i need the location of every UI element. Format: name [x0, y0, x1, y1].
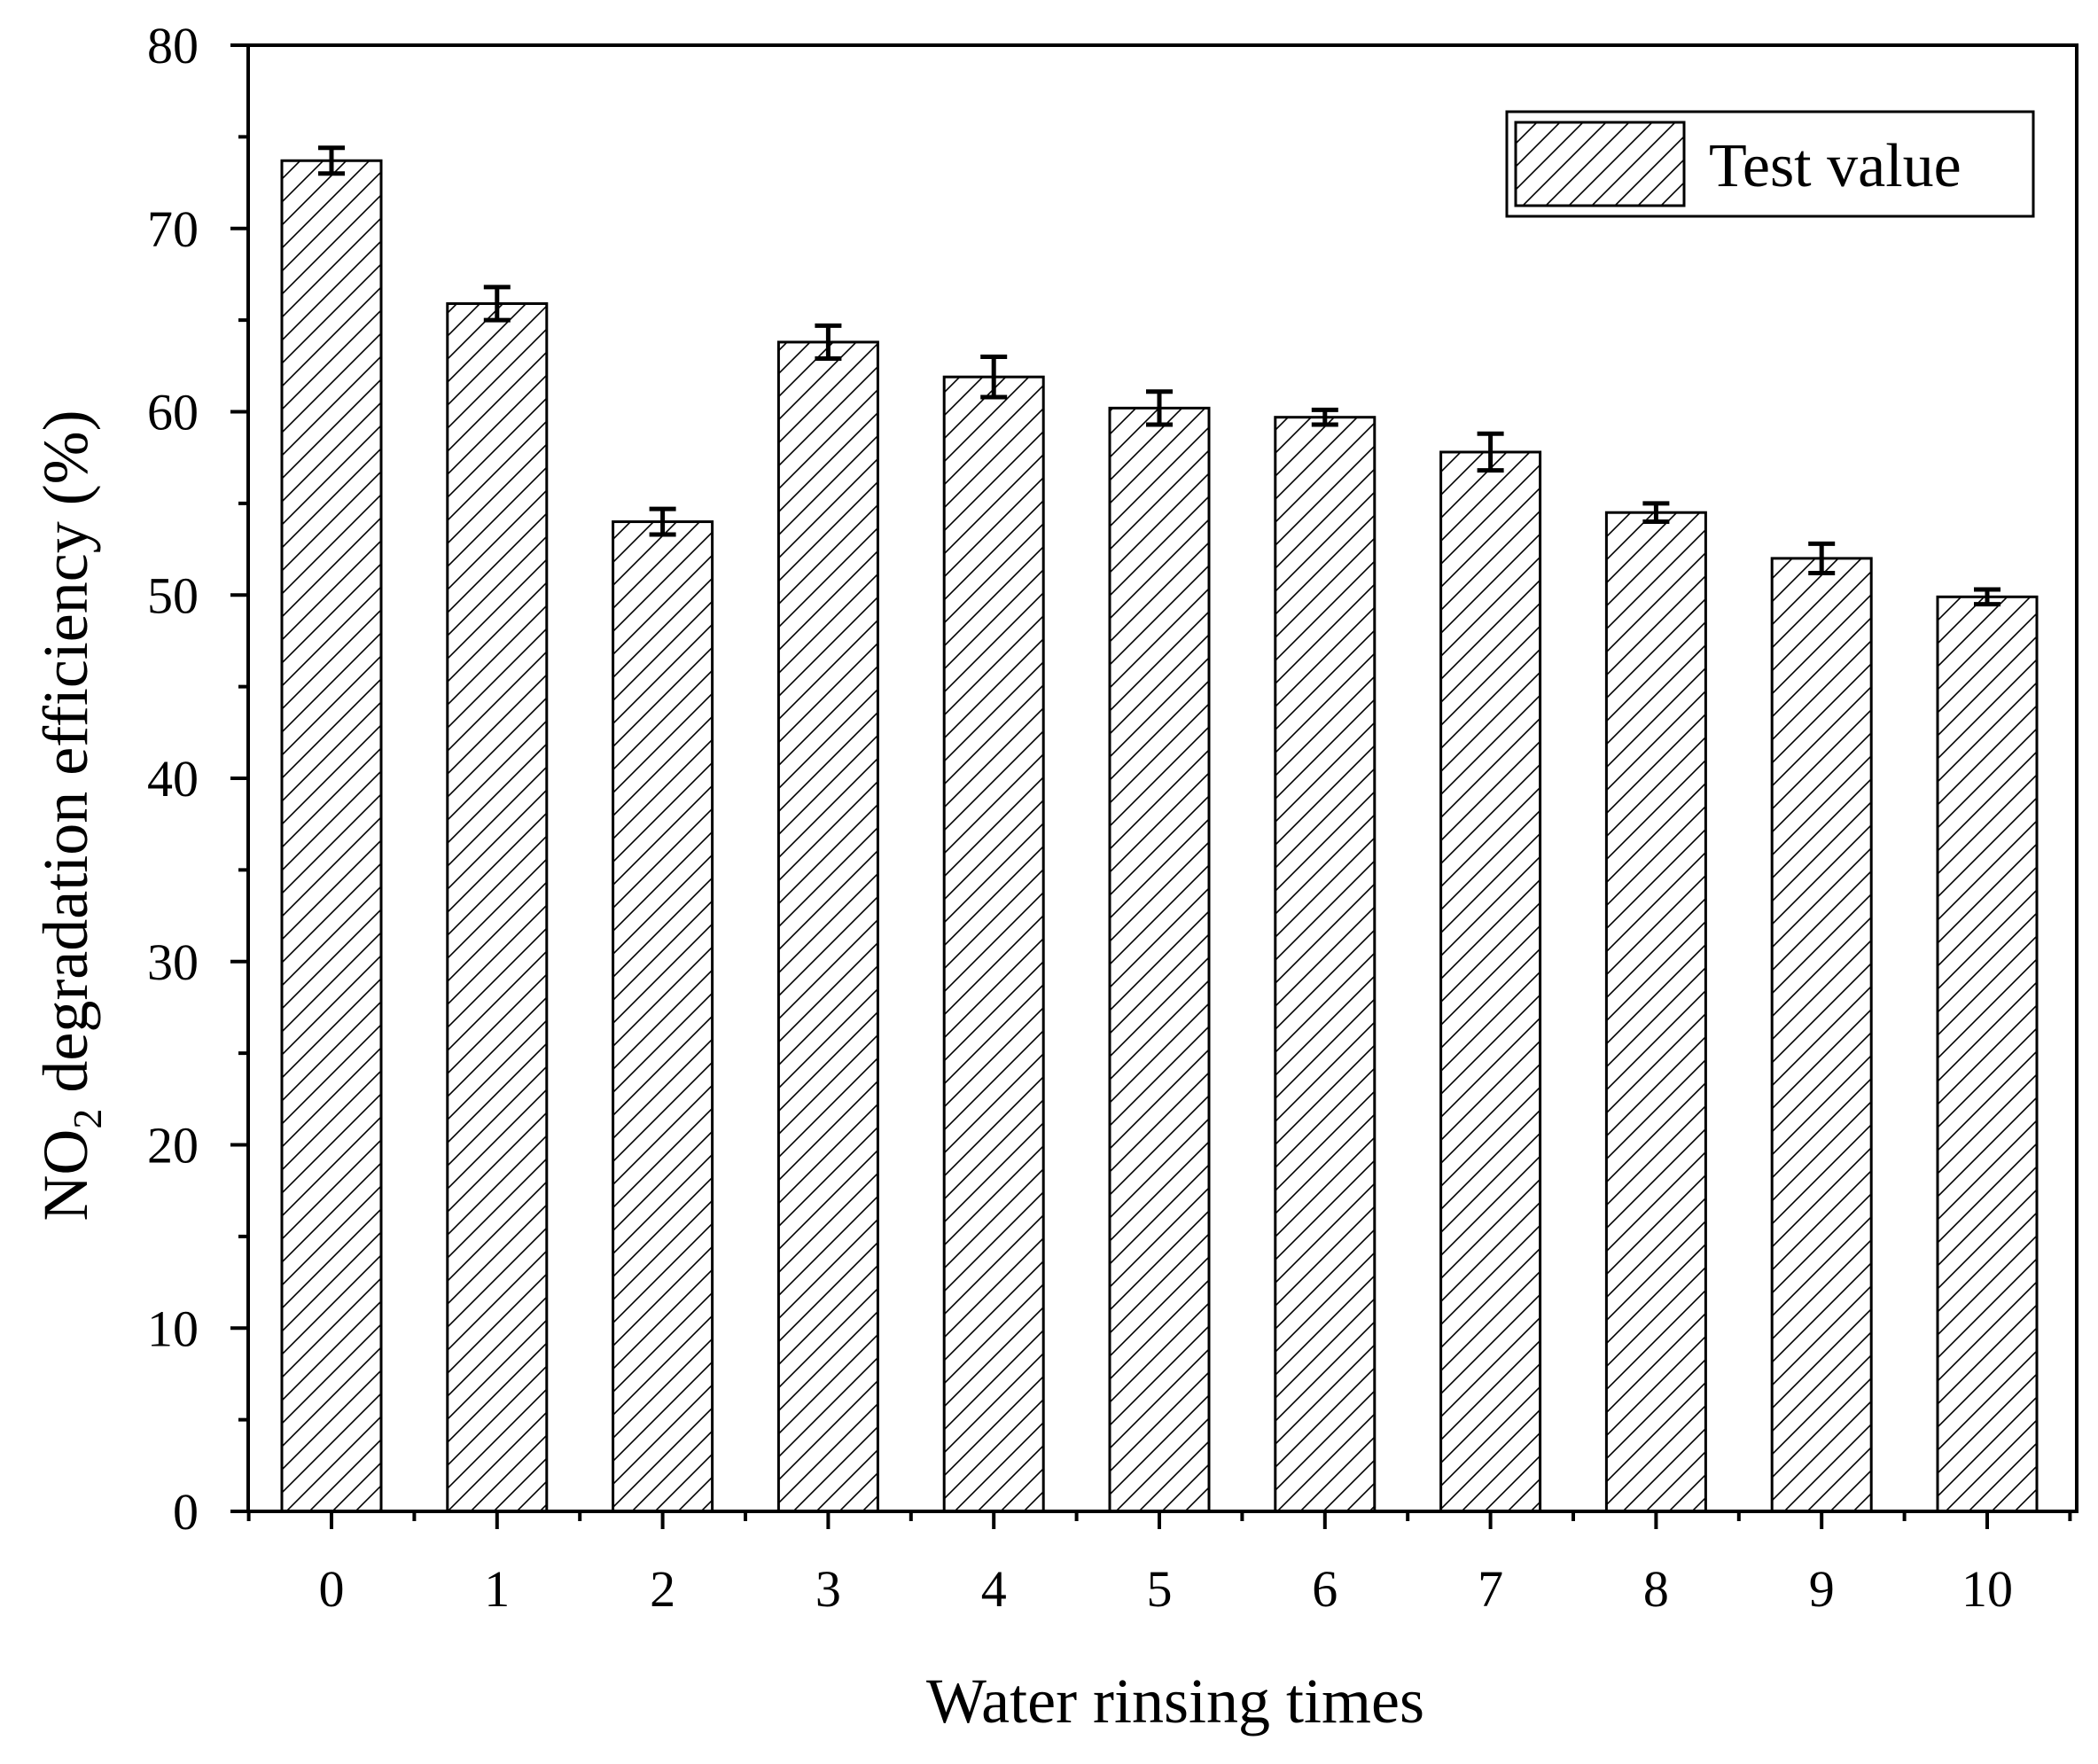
error-bar-8	[1642, 501, 1670, 525]
x-tick-label: 4	[981, 1560, 1007, 1618]
x-tick-label: 0	[319, 1560, 345, 1618]
x-tick-label: 3	[815, 1560, 841, 1618]
error-bar-4	[980, 354, 1008, 400]
error-bar-10	[1974, 587, 2001, 607]
error-bars-layer	[318, 145, 2001, 607]
bar-5	[1108, 406, 1211, 1513]
y-axis-title-subscript: 2	[65, 1109, 110, 1129]
bar-4	[942, 375, 1045, 1513]
error-bar-7	[1477, 431, 1504, 473]
axes-layer	[230, 43, 2079, 1529]
y-tick-label: 50	[147, 566, 199, 624]
error-bar-3	[815, 323, 842, 362]
bars-layer	[280, 159, 2039, 1513]
y-tick-label: 30	[147, 933, 199, 991]
y-tick-label: 20	[147, 1117, 199, 1175]
x-tick-label: 8	[1643, 1560, 1669, 1618]
error-bar-6	[1311, 407, 1338, 427]
x-tick-label: 2	[650, 1560, 675, 1618]
labels-layer: 0 10 20 30 40 50 60 70 80 0 1 2 3 4 5 6 7 8 9 10	[147, 17, 2013, 1618]
y-tick-label: 80	[147, 17, 199, 74]
y-axis-title-main: NO	[30, 1129, 101, 1222]
error-bar-5	[1146, 389, 1173, 427]
x-tick-label: 7	[1478, 1560, 1503, 1618]
legend-label: Test value	[1709, 132, 1962, 200]
x-axis-title: Water rinsing times	[926, 1666, 1424, 1737]
bar-1	[446, 302, 549, 1513]
bar-0	[280, 159, 383, 1513]
y-tick-label: 0	[173, 1483, 199, 1541]
y-tick-label: 10	[147, 1300, 199, 1357]
bar-9	[1770, 557, 1873, 1513]
y-tick-label: 70	[147, 200, 199, 258]
bar-10	[1936, 595, 2039, 1513]
y-tick-label: 40	[147, 750, 199, 808]
legend: Test value	[1505, 110, 2035, 218]
x-tick-label: 1	[484, 1560, 510, 1618]
y-axis-title: NO2 degradation efficiency (%)	[30, 410, 110, 1221]
bar-8	[1604, 511, 1707, 1513]
x-tick-label: 6	[1312, 1560, 1338, 1618]
x-tick-label: 9	[1809, 1560, 1835, 1618]
bar-2	[612, 520, 714, 1513]
bar-6	[1274, 416, 1377, 1513]
bar-7	[1439, 450, 1542, 1513]
error-bar-0	[318, 145, 345, 176]
error-bar-1	[483, 285, 511, 323]
y-tick-label: 60	[147, 384, 199, 441]
y-axis-title-rest: degradation efficiency (%)	[30, 410, 101, 1108]
error-bar-2	[649, 506, 676, 537]
error-bar-9	[1808, 541, 1836, 575]
legend-swatch	[1514, 121, 1686, 207]
x-tick-label: 10	[1962, 1560, 2013, 1618]
bar-3	[776, 340, 879, 1513]
x-tick-label: 5	[1147, 1560, 1173, 1618]
